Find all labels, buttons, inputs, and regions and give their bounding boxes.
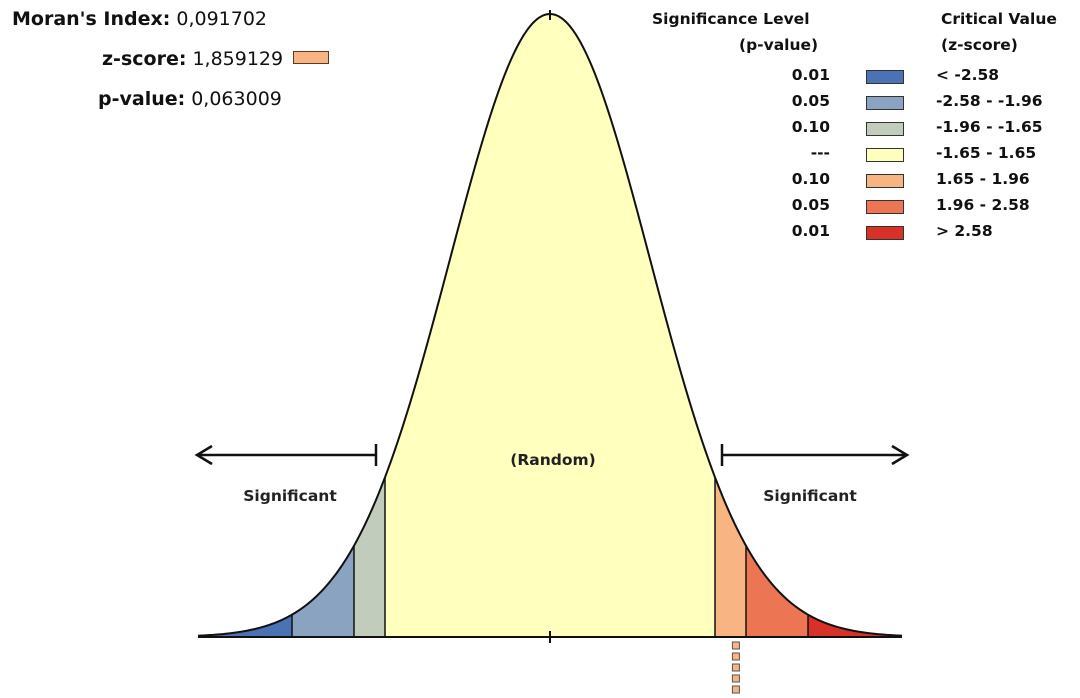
legend-z-range: > 2.58 (936, 222, 993, 240)
observed-z-marker (731, 641, 740, 694)
legend-p-value: 0.01 (791, 66, 830, 84)
curve-regions (198, 14, 902, 637)
legend-color-swatch (866, 122, 904, 136)
curve-region (808, 614, 902, 637)
legend-color-swatch (866, 174, 904, 188)
z-marker-dot (731, 652, 740, 661)
legend-p-value: --- (810, 144, 830, 162)
p-value-row: p-value: 0,063009 (98, 88, 282, 116)
legend-z-range: 1.65 - 1.96 (936, 170, 1030, 188)
legend-row: 0.10 -1.96 - -1.65 (640, 118, 1080, 142)
z-score-swatch (293, 51, 330, 64)
curve-region (198, 614, 292, 637)
z-marker-dot (731, 674, 740, 683)
legend-header-significance-line1: Significance Level (652, 10, 810, 28)
significance-legend: Significance Level (p-value) Critical Va… (640, 8, 1080, 258)
legend-z-range: < -2.58 (936, 66, 1000, 84)
legend-row: 0.10 1.65 - 1.96 (640, 170, 1080, 194)
legend-p-value: 0.10 (791, 118, 830, 136)
legend-row: 0.01 < -2.58 (640, 66, 1080, 90)
p-value-value: 0,063009 (191, 88, 282, 110)
legend-p-value: 0.05 (791, 92, 830, 110)
morans-index-row: Moran's Index: 0,091702 (12, 8, 267, 36)
random-label: (Random) (510, 451, 596, 469)
legend-p-value: 0.10 (791, 170, 830, 188)
legend-header-significance-line2: (p-value) (739, 36, 819, 54)
left-arrow (194, 444, 378, 466)
morans-index-value: 0,091702 (176, 8, 268, 30)
legend-header-critical-line2: (z-score) (941, 36, 1018, 54)
curve-region (385, 14, 715, 637)
legend-color-swatch (866, 70, 904, 84)
significant-right-label: Significant (763, 487, 857, 505)
morans-index-label: Moran's Index: (12, 8, 171, 30)
curve-region (746, 545, 808, 637)
legend-p-value: 0.05 (791, 196, 830, 214)
legend-color-swatch (866, 148, 904, 162)
legend-row: 0.05 1.96 - 2.58 (640, 196, 1080, 220)
legend-z-range: 1.96 - 2.58 (936, 196, 1030, 214)
legend-z-range: -1.65 - 1.65 (936, 144, 1037, 162)
curve-region (292, 545, 354, 637)
region-dividers (291, 477, 809, 637)
z-score-row: z-score: 1,859129 (102, 48, 330, 76)
legend-z-range: -1.96 - -1.65 (936, 118, 1043, 136)
legend-z-range: -2.58 - -1.96 (936, 92, 1043, 110)
legend-color-swatch (866, 200, 904, 214)
z-marker-dot (731, 641, 740, 650)
legend-row: 0.05 -2.58 - -1.96 (640, 92, 1080, 116)
legend-header-critical-line1: Critical Value (941, 10, 1057, 28)
legend-row: 0.01 > 2.58 (640, 222, 1080, 246)
curve-region (354, 477, 385, 637)
legend-row: --- -1.65 - 1.65 (640, 144, 1080, 168)
z-marker-dot (731, 685, 740, 694)
z-marker-dot (731, 663, 740, 672)
z-score-label: z-score: (102, 48, 187, 70)
right-arrow (720, 444, 910, 466)
legend-p-value: 0.01 (791, 222, 830, 240)
significant-left-label: Significant (243, 487, 337, 505)
curve-region (715, 477, 746, 637)
legend-color-swatch (866, 226, 904, 240)
z-score-value: 1,859129 (192, 48, 284, 70)
p-value-label: p-value: (98, 88, 186, 110)
legend-color-swatch (866, 96, 904, 110)
